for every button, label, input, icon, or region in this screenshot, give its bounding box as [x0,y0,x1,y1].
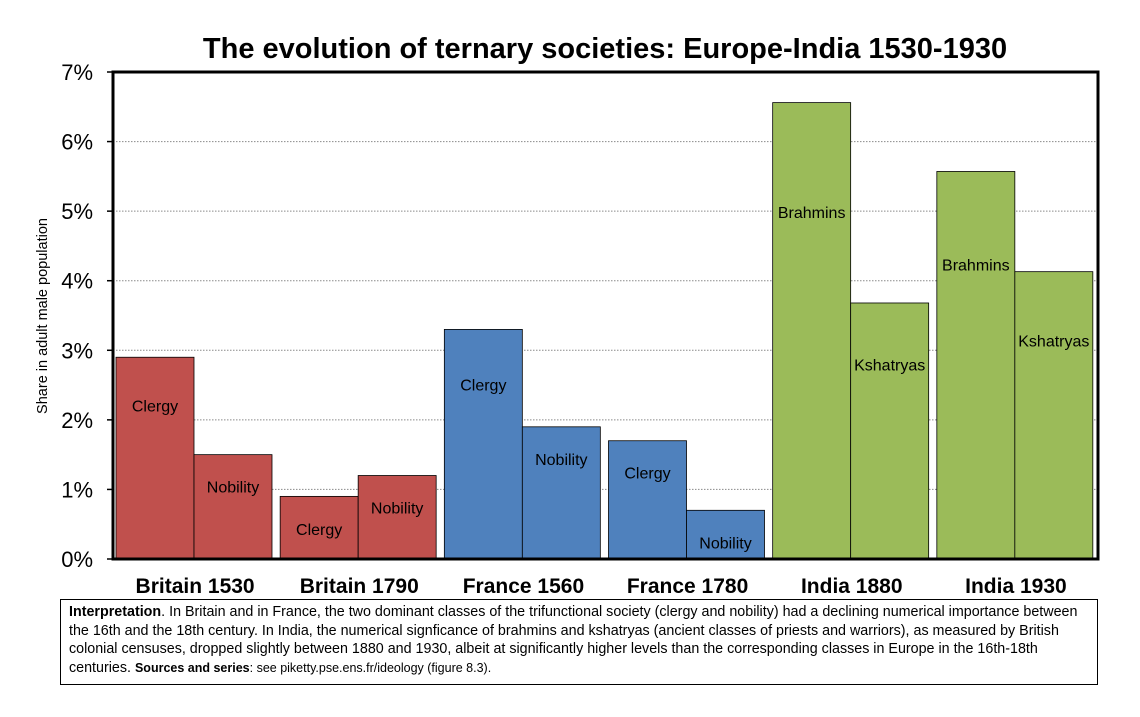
bar-data-label: Nobility [535,452,587,469]
bar [608,440,687,560]
x-category-label: France 1780 [627,575,748,598]
bar [115,356,195,560]
bar-data-label: Nobility [699,535,751,552]
bar [686,509,765,560]
bar-data-label: Clergy [460,378,506,395]
bar [193,454,273,560]
chart-title: The evolution of ternary societies: Euro… [202,33,1008,65]
bar-data-label: Clergy [296,522,342,539]
bar-data-label: Kshatryas [1018,334,1089,351]
y-tick-label: 5% [61,199,93,224]
x-category-label: France 1560 [463,575,584,598]
y-tick-label: 7% [61,60,93,85]
bar-data-label: Clergy [132,399,178,416]
bar [521,426,601,560]
y-tick-label: 1% [61,477,93,502]
y-tick-label: 6% [61,130,93,155]
bar-data-label: Nobility [371,501,423,518]
bar [279,495,359,560]
bar-data-label: Brahmins [942,257,1010,274]
bar-chart: 0% 1% 2% 3% 4% 5% 6% 7% Clergy Nobility Britain 1… [35,60,1100,598]
bar-data-label: Clergy [624,466,670,483]
plot-area-frame [111,70,1100,561]
y-axis-label: Share in adult male population [35,218,51,414]
interpretation-text: . In Britain and in France, the two domi… [69,604,1078,676]
gridlines [113,141,1098,490]
y-tick-label: 3% [61,338,93,363]
sources-label: Sources and series [134,660,250,675]
y-tick-label: 0% [61,547,93,572]
bars [115,102,1094,560]
x-category-label: India 1930 [965,575,1067,598]
bar-data-label: Nobility [207,480,259,497]
interpretation-note: Interpretation. In Britain and in France… [60,599,1098,685]
bar [443,329,523,560]
x-category-label: Britain 1790 [300,575,419,598]
bar [936,171,1016,560]
sources-text: : see piketty.pse.ens.fr/ideology (figur… [249,660,492,675]
y-tick-label: 2% [61,408,93,433]
bar [850,302,930,560]
bar-data-label: Kshatryas [854,357,925,374]
interpretation-lead: Interpretation [69,604,162,620]
bar [772,102,852,560]
y-axis-ticks: 0% 1% 2% 3% 4% 5% 6% 7% [61,60,113,572]
bar [1014,271,1094,560]
x-category-label: India 1880 [801,575,903,598]
labels: Clergy Nobility Britain 1530 Clergy Nobility… [132,205,1090,598]
x-category-label: Britain 1530 [136,575,255,598]
bar-data-label: Brahmins [778,205,846,222]
y-tick-label: 4% [61,269,93,294]
